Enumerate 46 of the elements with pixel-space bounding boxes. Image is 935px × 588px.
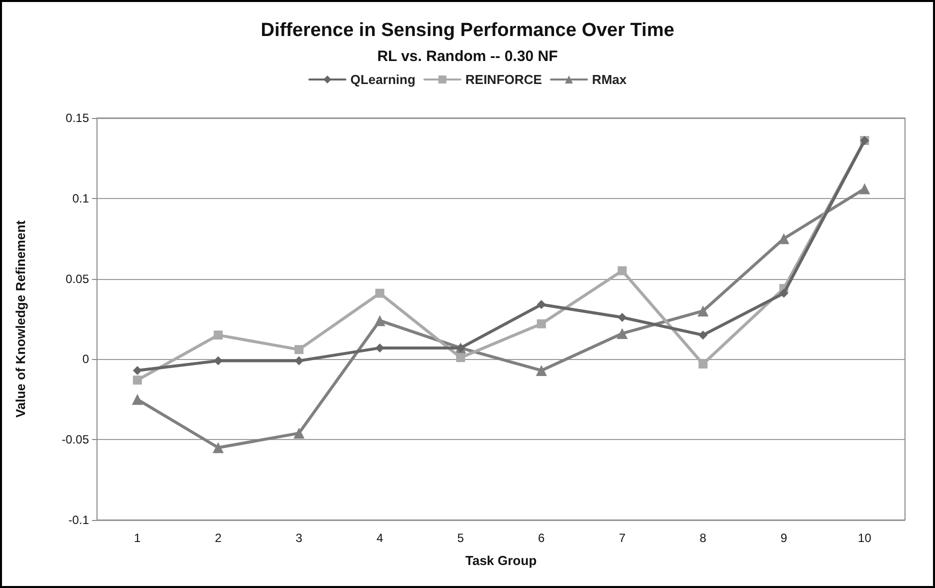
point (294, 428, 304, 439)
legend-label: QLearning (350, 72, 416, 87)
point (616, 328, 628, 339)
x-tick-label: 2 (214, 531, 222, 545)
x-tick-label: 5 (457, 531, 464, 545)
point (779, 288, 788, 298)
x-axis-title: Task Group (465, 553, 537, 568)
point (698, 330, 708, 340)
x-tick-label: 4 (376, 531, 384, 545)
point (214, 330, 223, 340)
chart-title: Difference in Sensing Performance Over Time (260, 20, 674, 41)
y-tick-label: 0 (82, 352, 90, 366)
y-tick-label: 0.1 (72, 191, 90, 206)
point (698, 305, 708, 316)
point (212, 442, 224, 454)
x-tick-label: 1 (134, 531, 142, 545)
x-tick-label: 7 (618, 531, 626, 545)
point (375, 288, 384, 298)
point (132, 394, 143, 405)
legend-label: RMax (592, 72, 628, 87)
x-tick-label: 3 (296, 531, 303, 545)
x-tick-label: 6 (538, 531, 546, 545)
point (618, 312, 627, 322)
y-tick-label: 0.05 (66, 272, 90, 286)
x-tick-label: 8 (700, 531, 707, 545)
point (456, 353, 466, 362)
point (778, 233, 790, 244)
point (536, 300, 546, 310)
point (536, 364, 547, 376)
x-tick-label: 10 (858, 531, 872, 545)
point (294, 345, 304, 354)
point (618, 266, 627, 276)
x-tick-label: 9 (780, 531, 788, 545)
y-tick-label: -0.1 (68, 513, 90, 527)
point (536, 319, 546, 328)
point (294, 356, 304, 366)
point (698, 360, 708, 369)
y-tick-label: -0.05 (62, 432, 90, 447)
point (132, 376, 142, 385)
y-tick-label: 0.15 (66, 111, 90, 125)
point (132, 366, 142, 375)
chart-subtitle: RL vs. Random -- 0.30 NF (377, 48, 558, 65)
point (859, 183, 870, 194)
point (374, 315, 386, 326)
legend-label: REINFORCE (465, 72, 542, 87)
y-axis-title: Value of Knowledge Refinement (13, 220, 28, 418)
